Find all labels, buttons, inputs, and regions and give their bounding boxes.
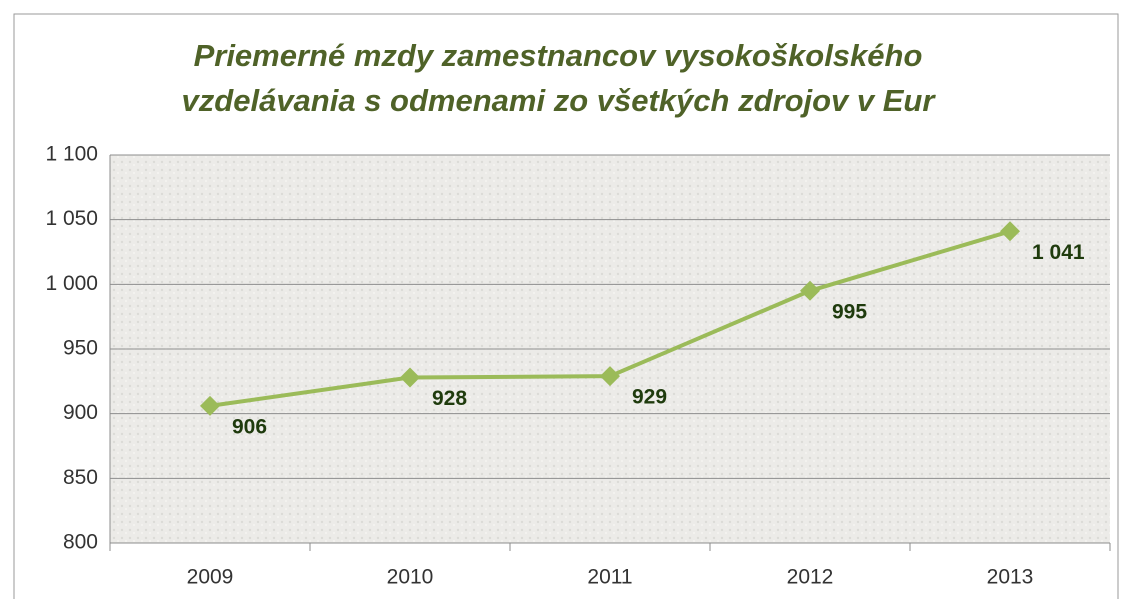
y-tick-label: 1 000 xyxy=(45,272,98,295)
data-label: 1 041 xyxy=(1032,241,1085,264)
y-tick-label: 1 100 xyxy=(45,143,98,166)
marker xyxy=(600,366,620,387)
y-tick-label: 900 xyxy=(63,401,98,424)
marker xyxy=(1000,221,1020,242)
chart-title: Priemerné mzdy zamestnancov vysokoškolsk… xyxy=(194,38,923,73)
x-tick-label: 2010 xyxy=(387,566,434,589)
marker xyxy=(400,367,420,388)
marker xyxy=(800,280,820,301)
chart-title: vzdelávania s odmenami zo všetkých zdroj… xyxy=(182,83,937,118)
data-label: 995 xyxy=(832,300,867,323)
chart-border xyxy=(13,13,1119,599)
data-label: 928 xyxy=(432,387,467,410)
data-label: 929 xyxy=(632,386,667,409)
marker xyxy=(200,395,220,416)
x-tick-label: 2011 xyxy=(587,566,632,589)
data-label: 906 xyxy=(232,415,267,438)
x-tick-label: 2013 xyxy=(987,566,1034,589)
y-tick-label: 800 xyxy=(63,531,98,554)
x-tick-label: 2012 xyxy=(787,566,834,589)
y-tick-label: 850 xyxy=(63,466,98,489)
y-tick-label: 1 050 xyxy=(45,207,98,230)
x-tick-label: 2009 xyxy=(187,566,234,589)
y-tick-label: 950 xyxy=(63,337,98,360)
